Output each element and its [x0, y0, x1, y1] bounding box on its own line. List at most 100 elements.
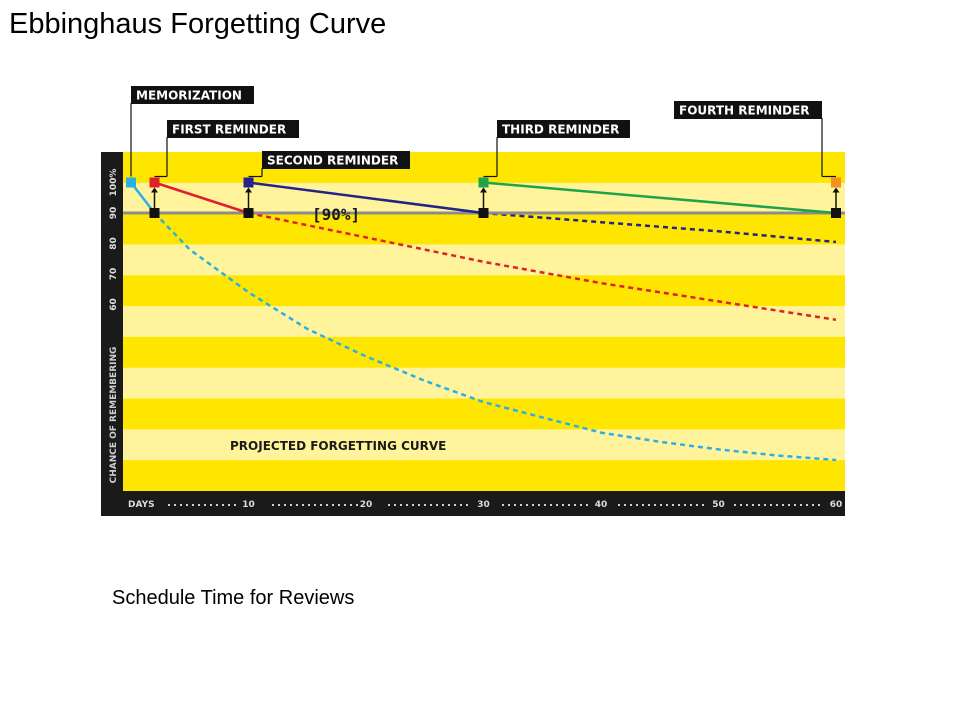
bg-stripe	[123, 398, 845, 430]
tag-label: FOURTH REMINDER	[679, 104, 810, 118]
y-tick-label: 100%	[109, 169, 119, 197]
x-axis-dot	[290, 504, 292, 506]
x-axis-dot	[562, 504, 564, 506]
tag-box	[674, 101, 822, 119]
x-axis-dot	[406, 504, 408, 506]
x-axis-dot	[350, 504, 352, 506]
y-tick-label: 70	[109, 268, 119, 281]
projected-curve-label: PROJECTED FORGETTING CURVE	[230, 439, 446, 453]
x-axis-dot	[586, 504, 588, 506]
x-axis-dot	[666, 504, 668, 506]
x-axis-dot	[332, 504, 334, 506]
x-axis-dot	[812, 504, 814, 506]
x-axis-dot	[448, 504, 450, 506]
review-marker	[149, 177, 160, 188]
x-axis-dot	[618, 504, 620, 506]
x-axis-dot	[454, 504, 456, 506]
x-axis-dot	[174, 504, 176, 506]
review-arrowhead	[480, 187, 487, 193]
decay-line	[483, 181, 837, 215]
x-axis-dot	[550, 504, 552, 506]
x-axis-dot	[418, 504, 420, 506]
x-axis-dot	[278, 504, 280, 506]
bg-stripe	[123, 367, 845, 400]
x-axis-dot	[818, 504, 820, 506]
x-axis-dot	[654, 504, 656, 506]
x-axis-dot	[272, 504, 274, 506]
x-axis-dot	[574, 504, 576, 506]
x-axis-dot	[424, 504, 426, 506]
x-axis-dot	[508, 504, 510, 506]
projected-curve	[153, 212, 837, 462]
x-axis-dot	[460, 504, 462, 506]
threshold-label: [90%]	[312, 205, 360, 224]
x-axis-dot	[740, 504, 742, 506]
x-axis-dot	[326, 504, 328, 506]
x-axis-dot	[770, 504, 772, 506]
bg-stripe	[123, 336, 845, 369]
decay-line	[154, 181, 249, 215]
x-axis-dot	[696, 504, 698, 506]
x-axis-dot	[314, 504, 316, 506]
event-tags: MEMORIZATION FIRST REMINDER SECOND REMINDE…	[130, 86, 836, 178]
x-axis-label: DAYS	[128, 500, 155, 510]
review-markers	[126, 177, 841, 218]
review-marker	[478, 177, 489, 188]
x-axis-dot	[538, 504, 540, 506]
x-axis-dot	[568, 504, 570, 506]
x-axis-dot	[764, 504, 766, 506]
projected-curve	[248, 211, 837, 322]
review-marker	[243, 177, 254, 188]
x-axis-dot	[502, 504, 504, 506]
x-axis-dot	[204, 504, 206, 506]
bg-stripe	[123, 306, 845, 338]
x-axis-dot	[234, 504, 236, 506]
x-axis-dot	[302, 504, 304, 506]
x-axis-dot	[192, 504, 194, 506]
x-axis-dot	[228, 504, 230, 506]
x-tick-label: 10	[242, 500, 255, 510]
tag-label: FIRST REMINDER	[172, 123, 286, 137]
tag-box	[497, 120, 630, 138]
x-axis-dot	[430, 504, 432, 506]
x-axis-dot	[800, 504, 802, 506]
x-axis-dot	[782, 504, 784, 506]
x-axis-dot	[684, 504, 686, 506]
axes: PROJECTED FORGETTING CURVE DAYS 10 20 30 40 50…	[109, 169, 842, 510]
x-axis-dot	[544, 504, 546, 506]
x-axis-dot	[308, 504, 310, 506]
x-axis-dot	[648, 504, 650, 506]
tag-box	[167, 120, 299, 138]
y-axis-bar	[101, 152, 123, 516]
tag-label: MEMORIZATION	[136, 89, 242, 103]
y-tick-label: 90	[109, 207, 119, 220]
bg-stripe	[123, 275, 845, 307]
slide-caption: Schedule Time for Reviews	[112, 587, 355, 609]
bg-stripe	[123, 460, 845, 492]
x-axis-dot	[222, 504, 224, 506]
x-axis-dot	[344, 504, 346, 506]
threshold-marker	[149, 208, 160, 218]
x-tick-label: 20	[360, 500, 373, 510]
x-axis-dot	[642, 504, 644, 506]
x-axis-dot	[436, 504, 438, 506]
x-axis-dot	[752, 504, 754, 506]
review-arrowhead	[832, 187, 840, 193]
x-axis-dot	[526, 504, 528, 506]
review-arrowhead	[245, 187, 252, 193]
x-axis-dot	[400, 504, 402, 506]
x-axis-dot	[210, 504, 212, 506]
threshold-marker	[478, 208, 489, 218]
tag-box	[131, 86, 254, 104]
x-axis-dot	[758, 504, 760, 506]
x-axis-dot	[532, 504, 534, 506]
x-axis-dot	[514, 504, 516, 506]
x-axis-dot	[412, 504, 414, 506]
y-tick-label: 60	[109, 298, 119, 311]
x-axis-dot	[556, 504, 558, 506]
bg-stripe	[123, 244, 845, 276]
x-axis-dot	[394, 504, 396, 506]
x-axis-dot	[442, 504, 444, 506]
x-axis-dot	[180, 504, 182, 506]
x-axis-dot	[690, 504, 692, 506]
